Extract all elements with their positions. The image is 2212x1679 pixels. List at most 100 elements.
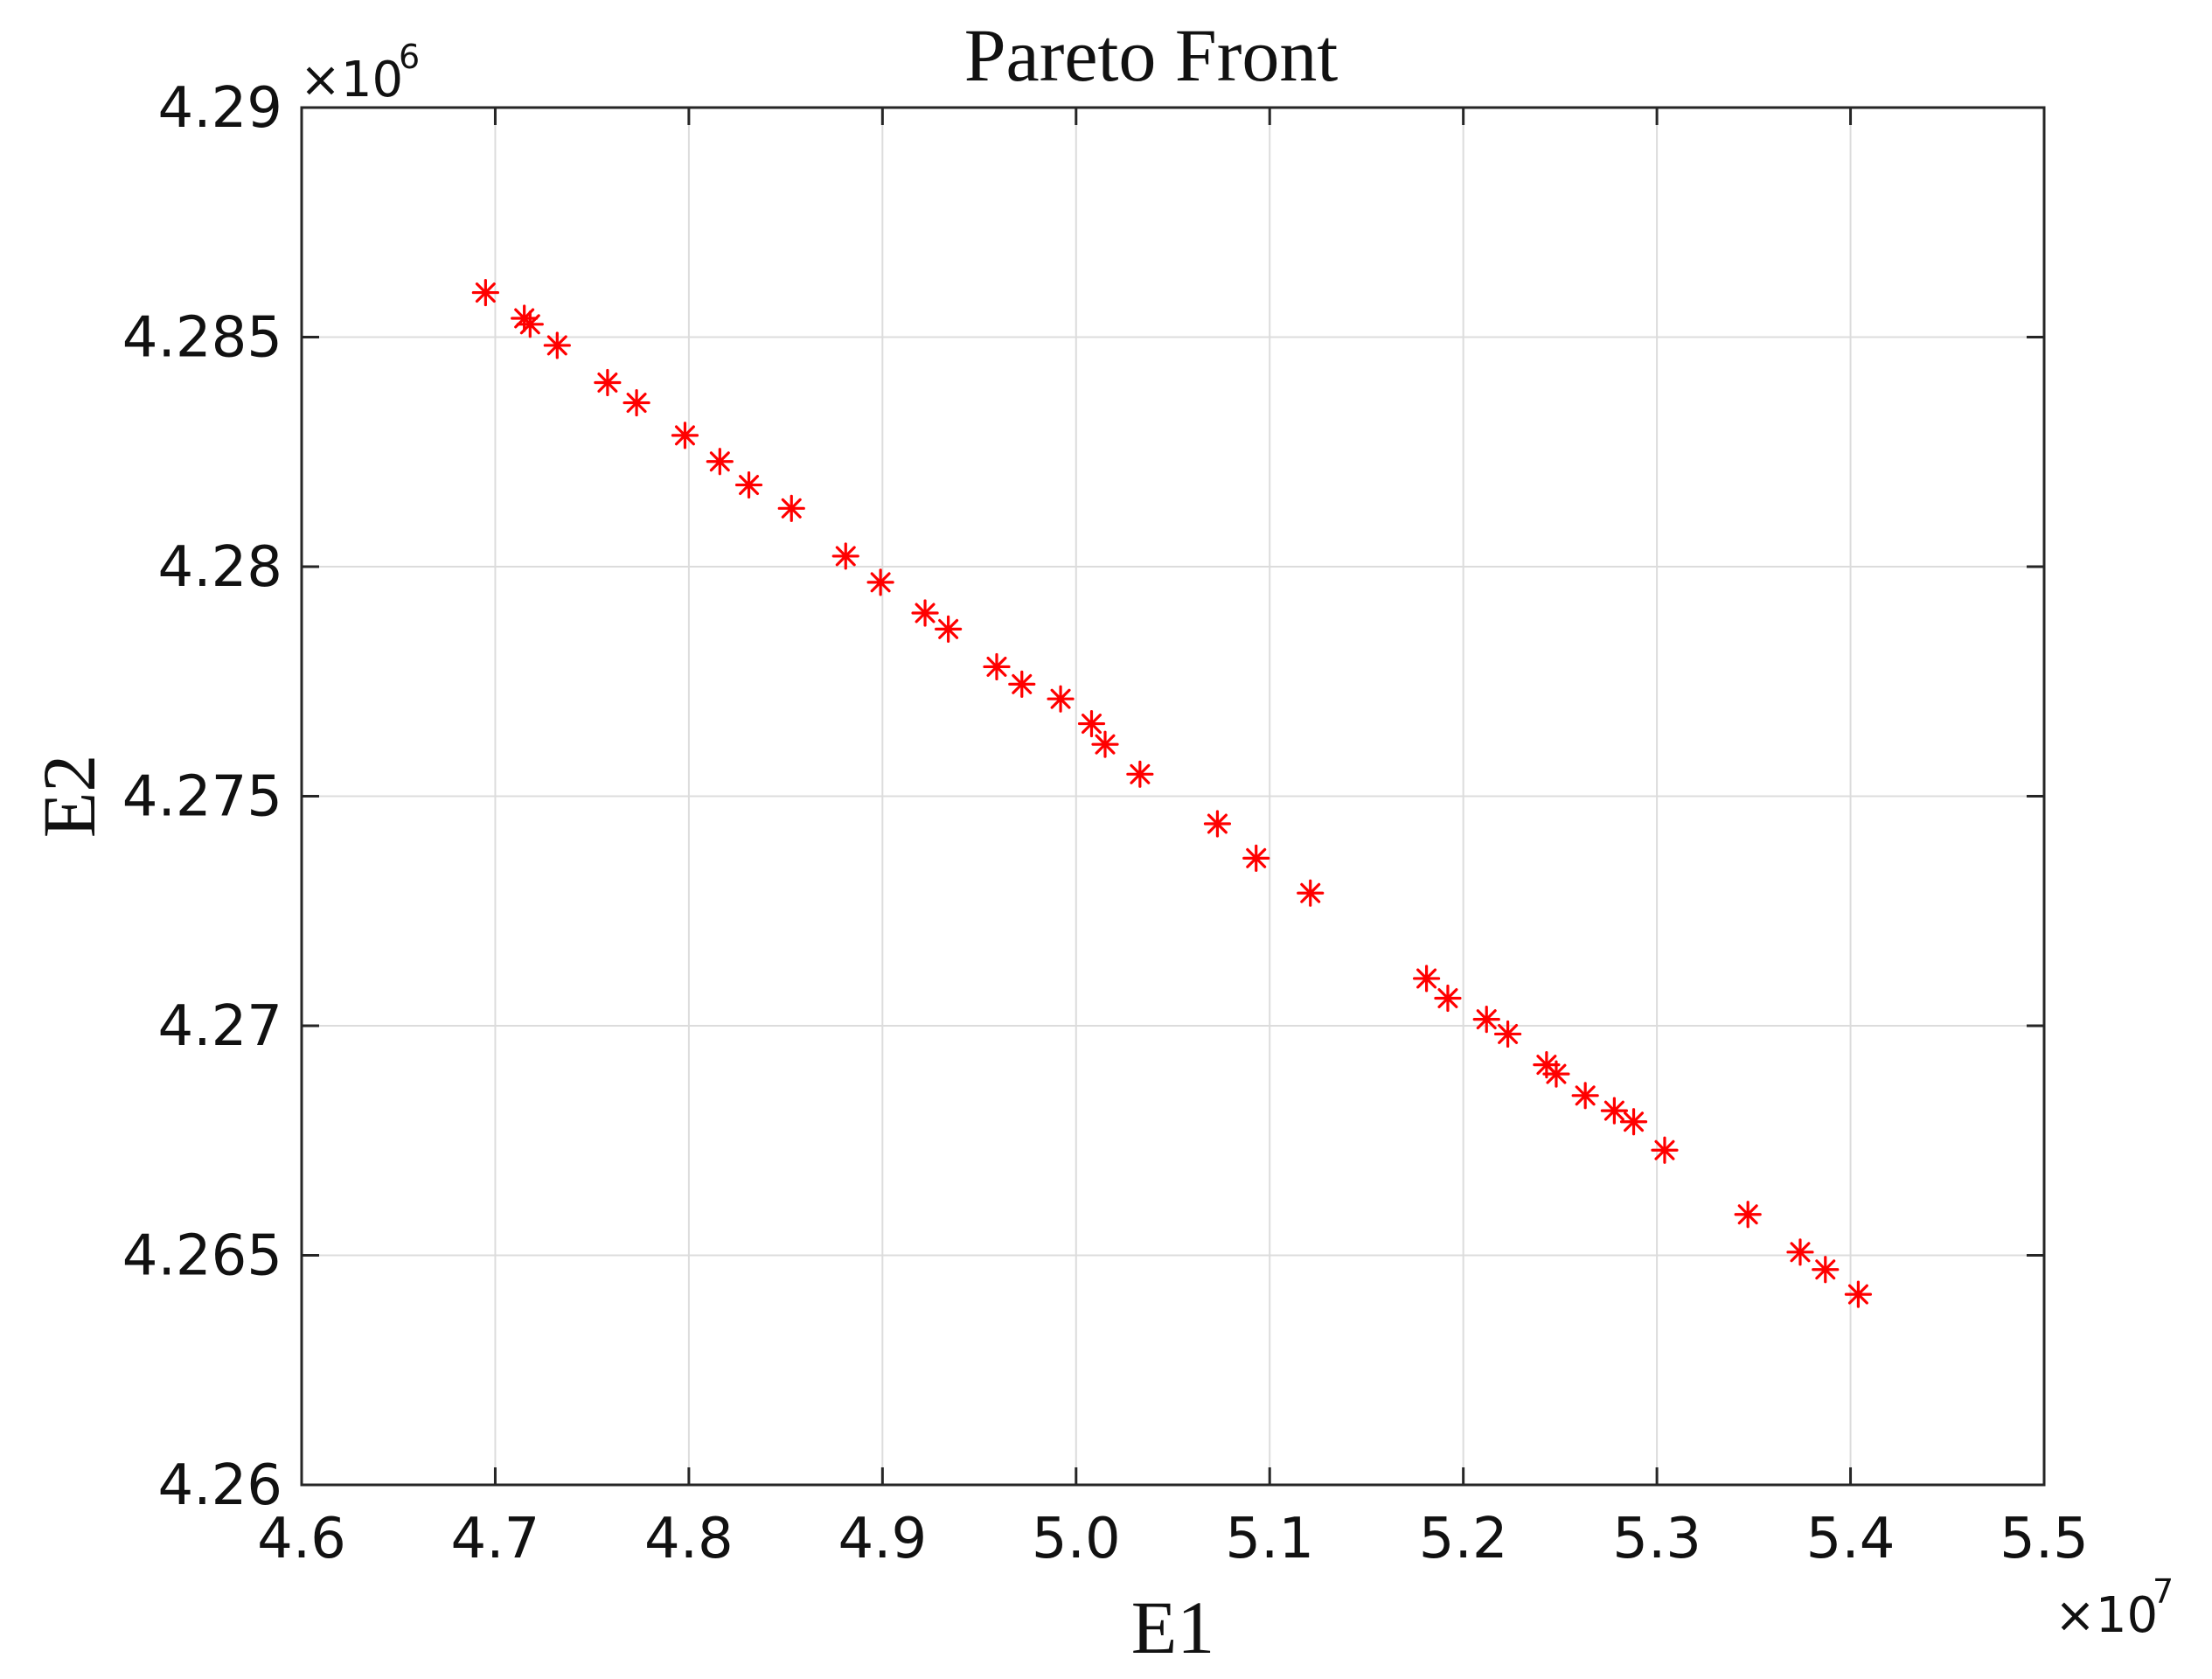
- y-axis-exponent-power: 6: [399, 38, 420, 76]
- y-tick-label: 4.28: [158, 535, 283, 600]
- data-point-marker: [983, 652, 1011, 681]
- data-point-marker: [935, 615, 963, 644]
- grid-lines: [302, 108, 2044, 1485]
- data-point-marker: [831, 542, 859, 570]
- data-point-marker: [1434, 984, 1462, 1013]
- marker-stroke: [835, 546, 856, 567]
- marker-stroke: [1416, 968, 1437, 989]
- x-tick-label: 5.0: [1032, 1507, 1121, 1571]
- marker-stroke: [674, 425, 695, 446]
- marker-stroke: [1130, 763, 1151, 784]
- y-tick-label: 4.29: [158, 76, 283, 141]
- y-axis-exponent-base: ×10: [300, 52, 403, 108]
- x-tick-label: 5.1: [1225, 1507, 1314, 1571]
- y-tick-label: 4.26: [158, 1453, 283, 1518]
- marker-stroke: [597, 372, 618, 393]
- y-tick-label: 4.265: [122, 1224, 282, 1289]
- marker-stroke: [1737, 1204, 1758, 1225]
- data-point-marker: [1047, 685, 1075, 713]
- x-tick-label: 4.6: [257, 1507, 346, 1571]
- data-point-marker: [516, 310, 544, 338]
- data-point-marker: [734, 470, 763, 499]
- marker-stroke: [1050, 688, 1071, 709]
- data-point-marker: [1077, 709, 1106, 738]
- marker-stroke: [709, 451, 730, 472]
- marker-stroke: [1815, 1259, 1836, 1280]
- x-axis-exponent-base: ×10: [2055, 1587, 2158, 1644]
- marker-stroke: [1790, 1242, 1811, 1263]
- y-axis-label: E2: [27, 755, 111, 839]
- data-point-marker: [1571, 1082, 1599, 1110]
- marker-stroke: [1081, 714, 1102, 735]
- data-point-marker: [1297, 879, 1325, 907]
- marker-stroke: [739, 475, 760, 496]
- marker-stroke: [1575, 1085, 1596, 1106]
- marker-stroke: [915, 603, 936, 624]
- data-point-marker: [1203, 810, 1232, 838]
- data-point-marker: [1472, 1006, 1500, 1034]
- x-axis-label: E1: [1131, 1585, 1215, 1669]
- data-point-marker: [1412, 965, 1441, 993]
- marker-stroke: [1498, 1023, 1519, 1044]
- x-tick-label: 4.9: [838, 1507, 927, 1571]
- marker-stroke: [1603, 1100, 1624, 1121]
- data-point-marker: [706, 448, 734, 476]
- marker-stroke: [1246, 847, 1267, 868]
- marker-stroke: [1654, 1139, 1675, 1160]
- data-point-marker: [1542, 1060, 1570, 1088]
- data-point-marker: [1651, 1136, 1679, 1164]
- data-point-marker: [543, 331, 571, 359]
- data-point-marker: [911, 599, 939, 627]
- marker-stroke: [626, 393, 647, 414]
- data-point-marker: [866, 568, 894, 596]
- marker-stroke: [1300, 882, 1321, 903]
- marker-stroke: [1476, 1009, 1497, 1030]
- marker-stroke: [938, 618, 959, 639]
- marker-stroke: [1095, 734, 1116, 755]
- y-tick-label: 4.275: [122, 765, 282, 830]
- data-point-marker: [1734, 1201, 1762, 1229]
- data-point-marker: [1126, 760, 1154, 788]
- axis-ticks: [300, 106, 2046, 1487]
- x-tick-label: 5.4: [1806, 1507, 1896, 1571]
- marker-stroke: [1012, 673, 1033, 694]
- x-axis-exponent-power: 7: [2153, 1572, 2174, 1611]
- data-point-marker: [671, 421, 699, 449]
- marker-stroke: [1847, 1284, 1868, 1305]
- marker-stroke: [546, 335, 567, 356]
- marker-stroke: [1624, 1111, 1645, 1132]
- data-point-marker: [1619, 1108, 1648, 1136]
- data-point-marker: [594, 368, 622, 397]
- marker-stroke: [870, 572, 891, 593]
- x-tick-label: 5.5: [2000, 1507, 2089, 1571]
- marker-stroke: [519, 314, 540, 335]
- data-point-marker: [1008, 670, 1036, 699]
- axis-labels: 4.6 4.7 4.8 4.9 5.0 5.1 5.2 5.3 5.4 5.5 4.26 4.265 4…: [122, 76, 2089, 1571]
- x-tick-label: 5.2: [1419, 1507, 1508, 1571]
- marker-stroke: [986, 656, 1007, 677]
- y-tick-label: 4.285: [122, 306, 282, 371]
- data-point-marker: [1600, 1097, 1628, 1125]
- data-point-marker: [1786, 1238, 1814, 1266]
- x-tick-label: 5.3: [1612, 1507, 1701, 1571]
- data-point-marker: [623, 388, 650, 417]
- marker-stroke: [1207, 813, 1228, 834]
- data-point-marker: [1242, 844, 1270, 872]
- data-markers: [471, 278, 1873, 1308]
- data-point-marker: [1493, 1020, 1522, 1049]
- x-tick-label: 4.8: [644, 1507, 734, 1571]
- marker-stroke: [1437, 988, 1458, 1008]
- data-point-marker: [1812, 1256, 1840, 1284]
- data-point-marker: [471, 278, 499, 307]
- marker-stroke: [475, 282, 496, 303]
- data-point-marker: [1091, 730, 1119, 758]
- chart-title: Pareto Front: [964, 13, 1339, 97]
- data-point-marker: [777, 494, 805, 522]
- y-tick-label: 4.27: [158, 994, 283, 1059]
- marker-stroke: [1546, 1063, 1567, 1084]
- data-point-marker: [1844, 1280, 1873, 1308]
- x-tick-label: 4.7: [451, 1507, 540, 1571]
